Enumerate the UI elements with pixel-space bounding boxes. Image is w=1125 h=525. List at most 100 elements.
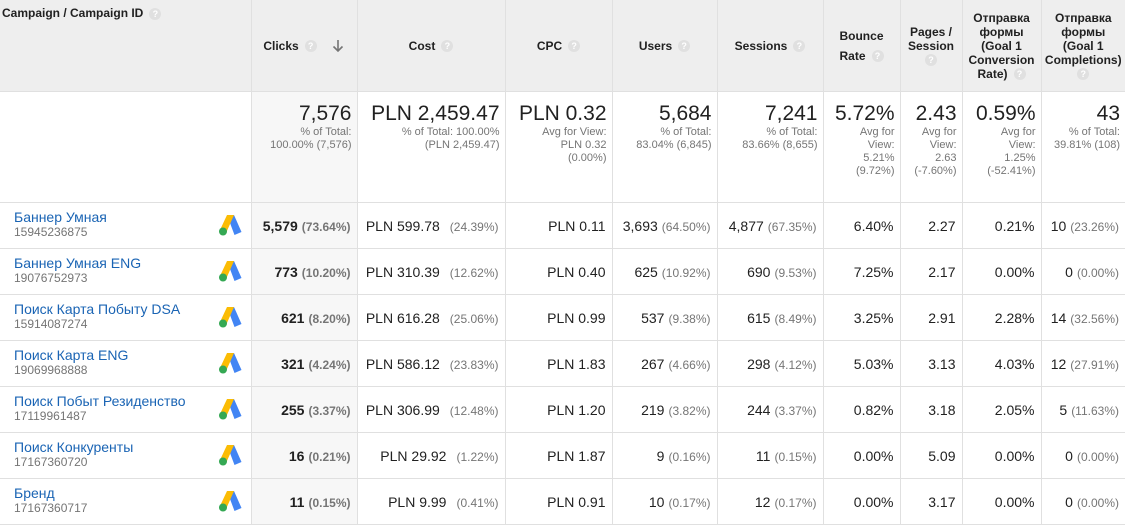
- google-ads-icon[interactable]: [217, 305, 243, 329]
- compl-pct: (0.00%): [1077, 450, 1119, 464]
- campaign-cell: Баннер Умная 15945236875: [0, 203, 251, 249]
- help-icon[interactable]: ?: [872, 50, 884, 62]
- col-header-compl-line4: Completions): [1042, 53, 1125, 67]
- help-icon[interactable]: ?: [568, 40, 580, 52]
- campaign-link[interactable]: Поиск Конкуренты: [14, 439, 251, 455]
- cpc-value: PLN 0.11: [548, 218, 605, 234]
- col-header-campaign[interactable]: Campaign / Campaign ID?: [0, 0, 251, 92]
- totals-cost-sub2: (PLN 2,459.47): [363, 139, 500, 152]
- google-ads-icon[interactable]: [217, 351, 243, 375]
- totals-compl: 43 % of Total: 39.81% (108): [1041, 92, 1125, 203]
- help-icon[interactable]: ?: [441, 40, 453, 52]
- compl-cell: 0(0.00%): [1041, 433, 1125, 479]
- pages-cell: 2.17: [900, 249, 962, 295]
- cpc-value: PLN 1.83: [547, 356, 605, 372]
- cpc-cell: PLN 1.87: [505, 433, 612, 479]
- users-value: 267: [641, 356, 664, 372]
- compl-cell: 0(0.00%): [1041, 249, 1125, 295]
- cost-cell: PLN 310.39(12.62%): [357, 249, 505, 295]
- users-cell: 9(0.16%): [612, 433, 717, 479]
- clicks-value: 255: [281, 402, 304, 418]
- sessions-value: 4,877: [729, 218, 764, 234]
- cpc-value: PLN 0.91: [547, 494, 605, 510]
- cpc-cell: PLN 0.91: [505, 479, 612, 525]
- col-header-bounce-rate[interactable]: Bounce Rate?: [823, 0, 900, 92]
- cost-pct: (0.41%): [456, 496, 498, 510]
- google-ads-icon[interactable]: [217, 213, 243, 237]
- sessions-value: 690: [747, 264, 770, 280]
- clicks-value: 5,579: [263, 218, 298, 234]
- col-header-cpc[interactable]: CPC?: [505, 0, 612, 92]
- pages-cell: 3.13: [900, 341, 962, 387]
- help-icon[interactable]: ?: [1014, 68, 1026, 80]
- cost-cell: PLN 586.12(23.83%): [357, 341, 505, 387]
- google-ads-icon[interactable]: [217, 259, 243, 283]
- sessions-cell: 615(8.49%): [717, 295, 823, 341]
- conv-cell: 0.00%: [962, 479, 1041, 525]
- campaign-link[interactable]: Бренд: [14, 485, 251, 501]
- campaign-link[interactable]: Поиск Побыт Резиденство: [14, 393, 251, 409]
- totals-users-sub2: 83.04% (6,845): [618, 139, 712, 152]
- totals-compl-sub2: 39.81% (108): [1047, 139, 1121, 152]
- pages-cell: 3.17: [900, 479, 962, 525]
- sessions-value: 615: [747, 310, 770, 326]
- col-header-users[interactable]: Users?: [612, 0, 717, 92]
- sessions-pct: (9.53%): [774, 266, 816, 280]
- help-icon[interactable]: ?: [149, 8, 161, 20]
- col-header-sessions[interactable]: Sessions?: [717, 0, 823, 92]
- google-ads-icon[interactable]: [217, 397, 243, 421]
- arrow-down-icon[interactable]: [331, 39, 345, 53]
- campaign-link[interactable]: Поиск Карта ENG: [14, 347, 251, 363]
- help-icon[interactable]: ?: [793, 40, 805, 52]
- pages-value: 2.17: [928, 264, 955, 280]
- clicks-pct: (3.37%): [308, 404, 350, 418]
- header-row: Campaign / Campaign ID? Clicks? Cost? CP…: [0, 0, 1125, 92]
- compl-value: 10: [1051, 218, 1067, 234]
- help-icon[interactable]: ?: [925, 54, 937, 66]
- col-header-cost[interactable]: Cost?: [357, 0, 505, 92]
- col-header-clicks[interactable]: Clicks?: [251, 0, 357, 92]
- campaign-cell: Поиск Конкуренты 17167360720: [0, 433, 251, 479]
- conv-cell: 2.05%: [962, 387, 1041, 433]
- totals-bounce-value: 5.72%: [829, 102, 895, 126]
- campaign-link[interactable]: Поиск Карта Побыту DSA: [14, 301, 251, 317]
- table-row: Баннер Умная 15945236875 5,579(73.64%) P…: [0, 203, 1125, 249]
- clicks-pct: (4.24%): [308, 358, 350, 372]
- col-header-pages-session[interactable]: Pages / Session ?: [900, 0, 962, 92]
- help-icon[interactable]: ?: [678, 40, 690, 52]
- campaign-cell: Поиск Карта Побыту DSA 15914087274: [0, 295, 251, 341]
- bounce-cell: 0.00%: [823, 433, 900, 479]
- col-header-goal1-completions[interactable]: Отправка формы (Goal 1 Completions) ?: [1041, 0, 1125, 92]
- bounce-cell: 0.82%: [823, 387, 900, 433]
- totals-pages-sub2: View:: [906, 139, 957, 152]
- totals-bounce: 5.72% Avg for View: 5.21% (9.72%): [823, 92, 900, 203]
- totals-users-sub1: % of Total:: [618, 126, 712, 139]
- clicks-cell: 321(4.24%): [251, 341, 357, 387]
- compl-value: 0: [1065, 494, 1073, 510]
- cost-pct: (12.62%): [450, 266, 499, 280]
- help-icon[interactable]: ?: [1077, 68, 1089, 80]
- compl-value: 12: [1051, 356, 1067, 372]
- sessions-pct: (0.17%): [774, 496, 816, 510]
- bounce-cell: 3.25%: [823, 295, 900, 341]
- cpc-value: PLN 0.99: [547, 310, 605, 326]
- totals-pages-value: 2.43: [906, 102, 957, 126]
- compl-pct: (32.56%): [1070, 312, 1119, 326]
- help-icon[interactable]: ?: [305, 40, 317, 52]
- conv-cell: 0.00%: [962, 433, 1041, 479]
- campaign-link[interactable]: Баннер Умная ENG: [14, 255, 251, 271]
- totals-cpc-sub2: PLN 0.32: [511, 139, 607, 152]
- sessions-value: 12: [755, 494, 771, 510]
- campaign-cell: Поиск Карта ENG 19069968888: [0, 341, 251, 387]
- campaign-link[interactable]: Баннер Умная: [14, 209, 251, 225]
- google-ads-icon[interactable]: [217, 443, 243, 467]
- col-header-goal1-conversion-rate[interactable]: Отправка формы (Goal 1 Conversion Rate)?: [962, 0, 1041, 92]
- sessions-pct: (3.37%): [774, 404, 816, 418]
- cost-value: PLN 616.28: [366, 310, 440, 326]
- pages-value: 3.18: [928, 402, 955, 418]
- bounce-cell: 6.40%: [823, 203, 900, 249]
- cost-cell: PLN 9.99(0.41%): [357, 479, 505, 525]
- google-ads-icon[interactable]: [217, 489, 243, 513]
- cost-pct: (23.83%): [450, 358, 499, 372]
- col-header-cpc-label: CPC: [537, 39, 562, 53]
